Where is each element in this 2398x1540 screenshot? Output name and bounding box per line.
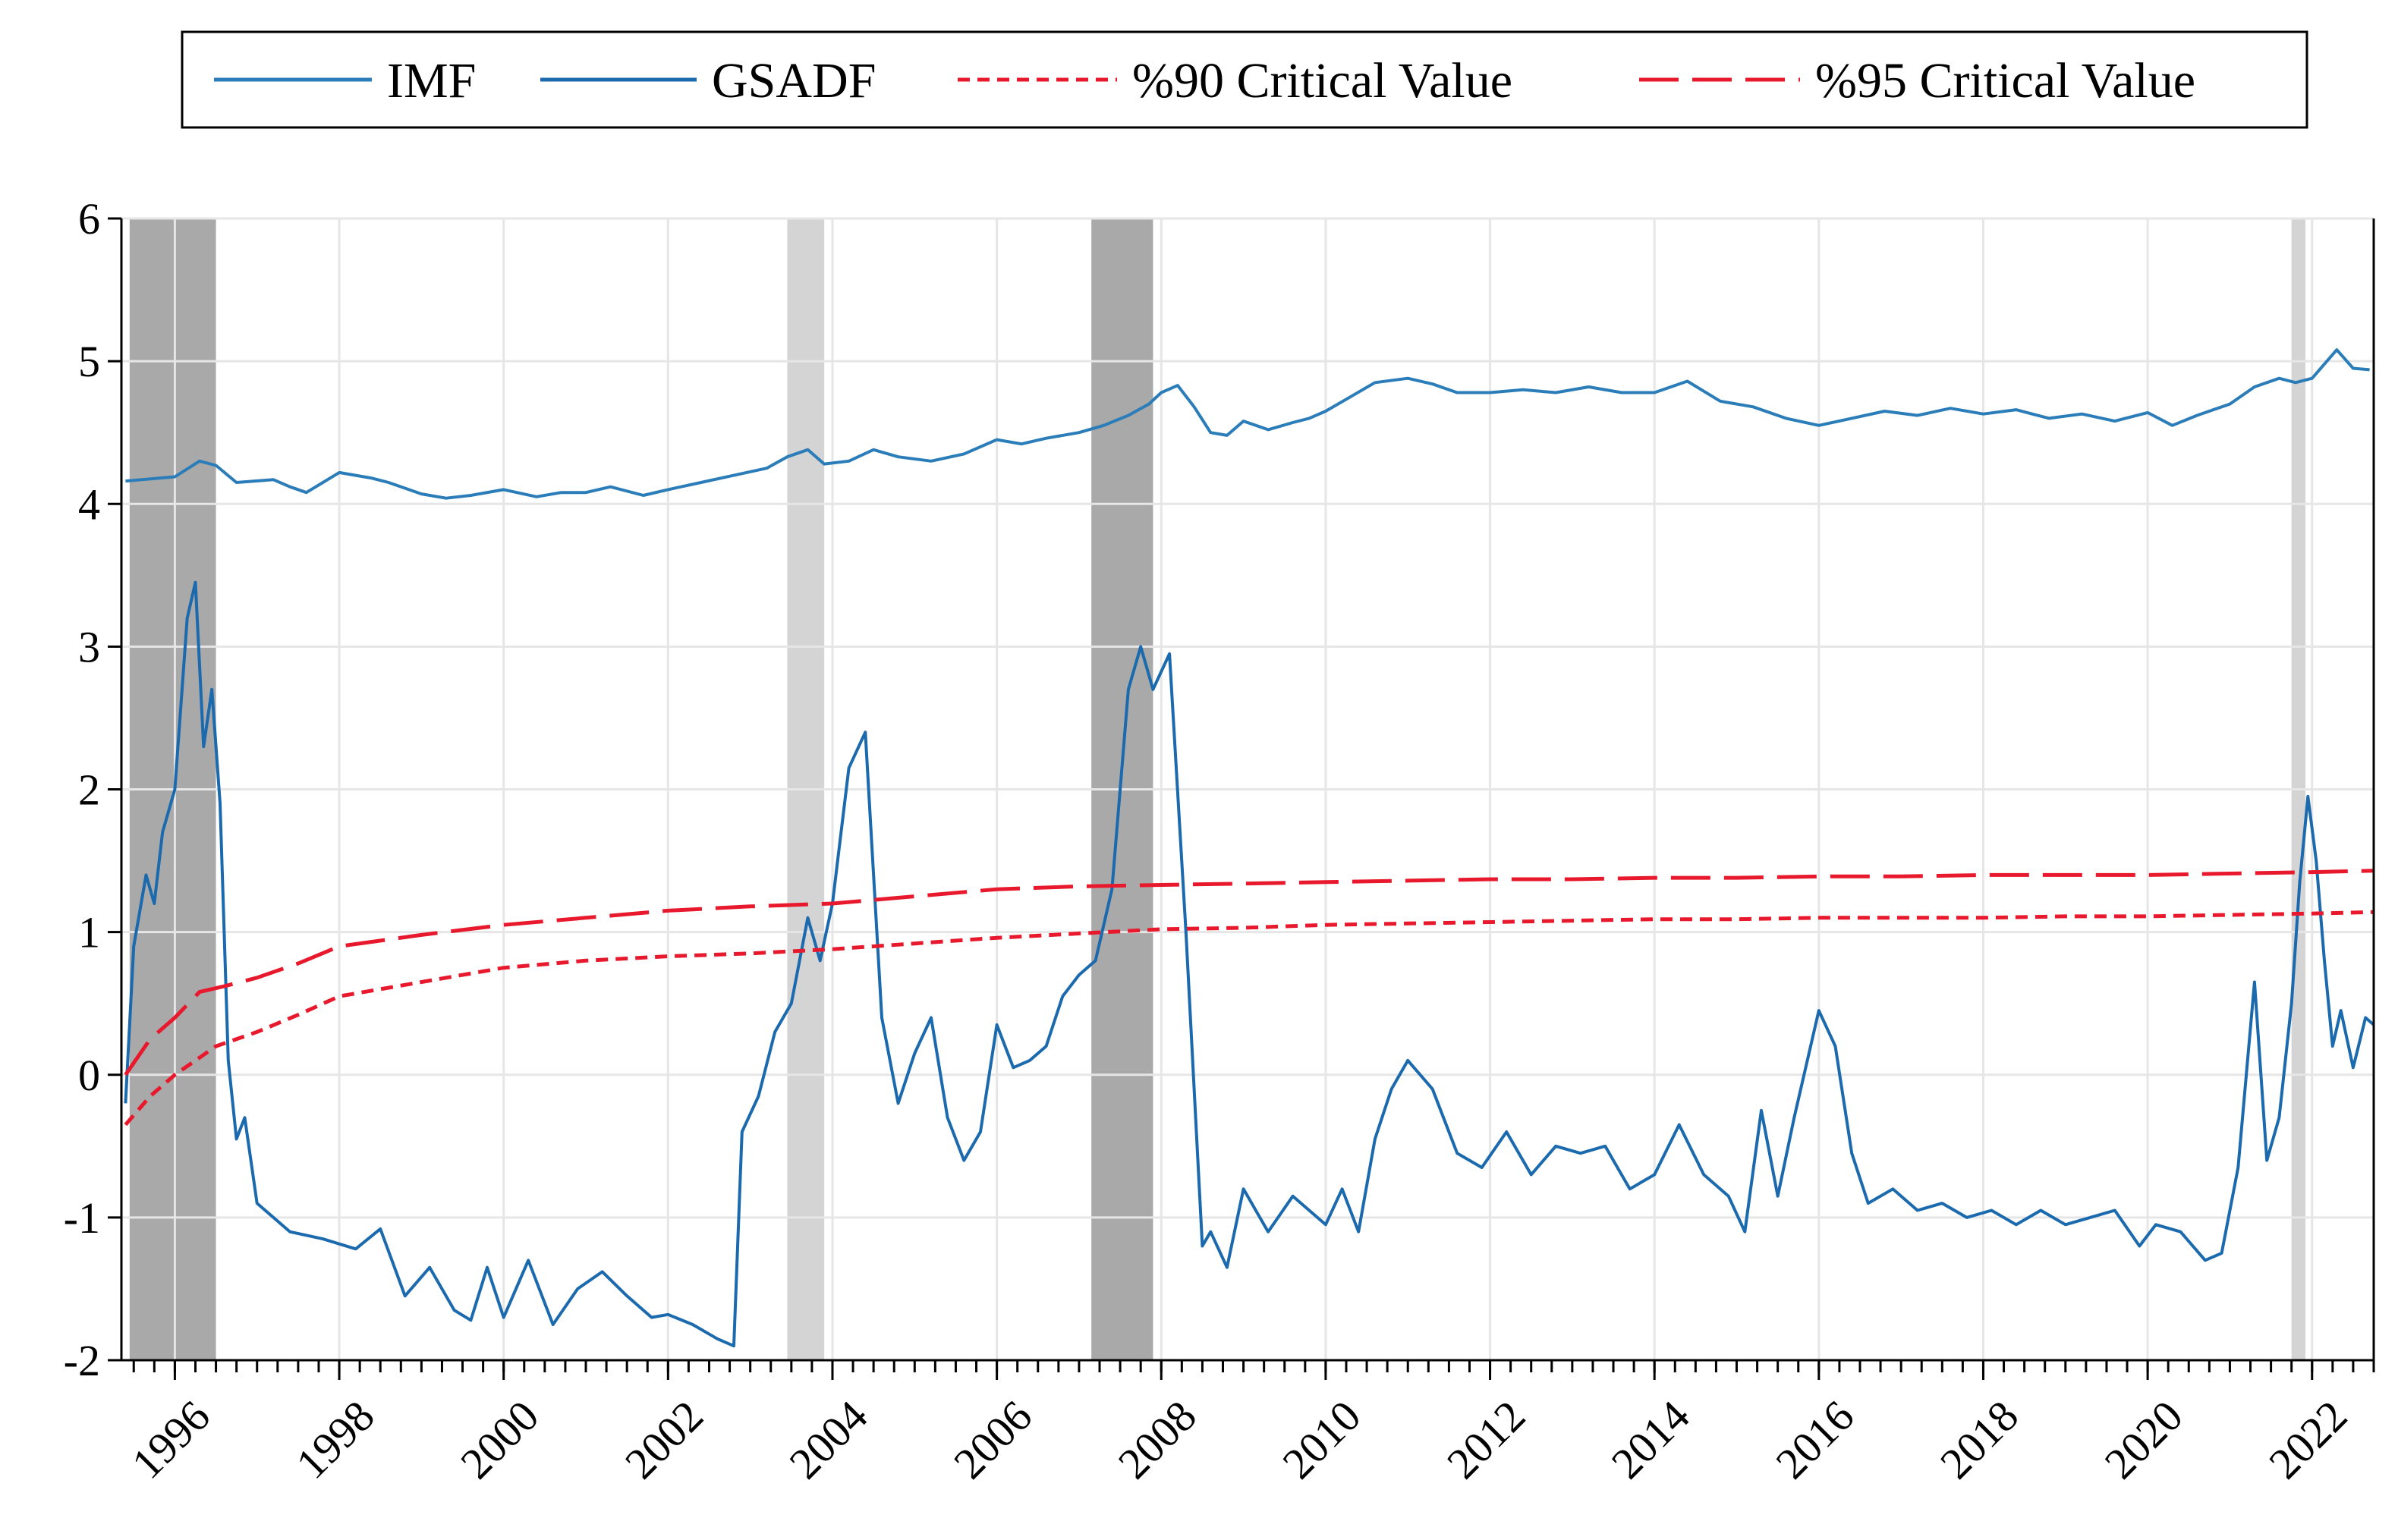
x-tick-label: 2004 [780, 1391, 877, 1488]
y-tick-label: 0 [78, 1051, 100, 1100]
y-tick-label: -1 [64, 1193, 100, 1243]
legend-label: IMF [387, 53, 476, 108]
y-tick-label: 3 [78, 622, 100, 671]
x-tick-label: 2018 [1931, 1391, 2028, 1488]
x-tick-label: 2000 [451, 1391, 548, 1488]
x-tick-label: 1998 [287, 1391, 384, 1488]
x-tick-label: 2002 [615, 1391, 713, 1488]
x-tick-label: 2022 [2259, 1391, 2356, 1488]
series-line-cv90 [124, 910, 2374, 1127]
legend-label: %95 Critical Value [1815, 53, 2195, 108]
legend-box [181, 30, 2308, 129]
x-tick-label: 2006 [944, 1391, 1041, 1488]
x-tick-label: 2010 [1273, 1391, 1371, 1488]
legend: IMF GSADF %90 Critical Value %95 Critical V… [181, 30, 2308, 129]
x-tick-label: 1996 [122, 1391, 219, 1488]
legend-item-gsadf: GSADF [540, 53, 876, 108]
series-line-cv95 [124, 869, 2374, 1076]
legend-item-cv95: %95 Critical Value [1639, 53, 2195, 108]
x-tick-label: 2008 [1109, 1391, 1206, 1488]
legend-item-imf: IMF [214, 53, 476, 108]
series-line-gsadf [124, 580, 2375, 1348]
y-tick-label: 6 [78, 194, 100, 244]
y-tick-label: 1 [78, 908, 100, 957]
legend-label: %90 Critical Value [1132, 53, 1512, 108]
x-tick-label: 2016 [1766, 1391, 1863, 1488]
y-tick-label: 4 [78, 479, 100, 529]
y-tick-label: -2 [64, 1336, 100, 1385]
x-tick-label: 2014 [1602, 1391, 1699, 1488]
legend-item-cv90: %90 Critical Value [958, 53, 1512, 108]
x-tick-label: 2020 [2095, 1391, 2192, 1488]
series-line-imf [125, 348, 2370, 500]
y-tick-label: 2 [78, 765, 100, 815]
legend-label: GSADF [712, 53, 876, 108]
x-tick-label: 2012 [1437, 1391, 1534, 1488]
y-tick-label: 5 [78, 337, 100, 386]
